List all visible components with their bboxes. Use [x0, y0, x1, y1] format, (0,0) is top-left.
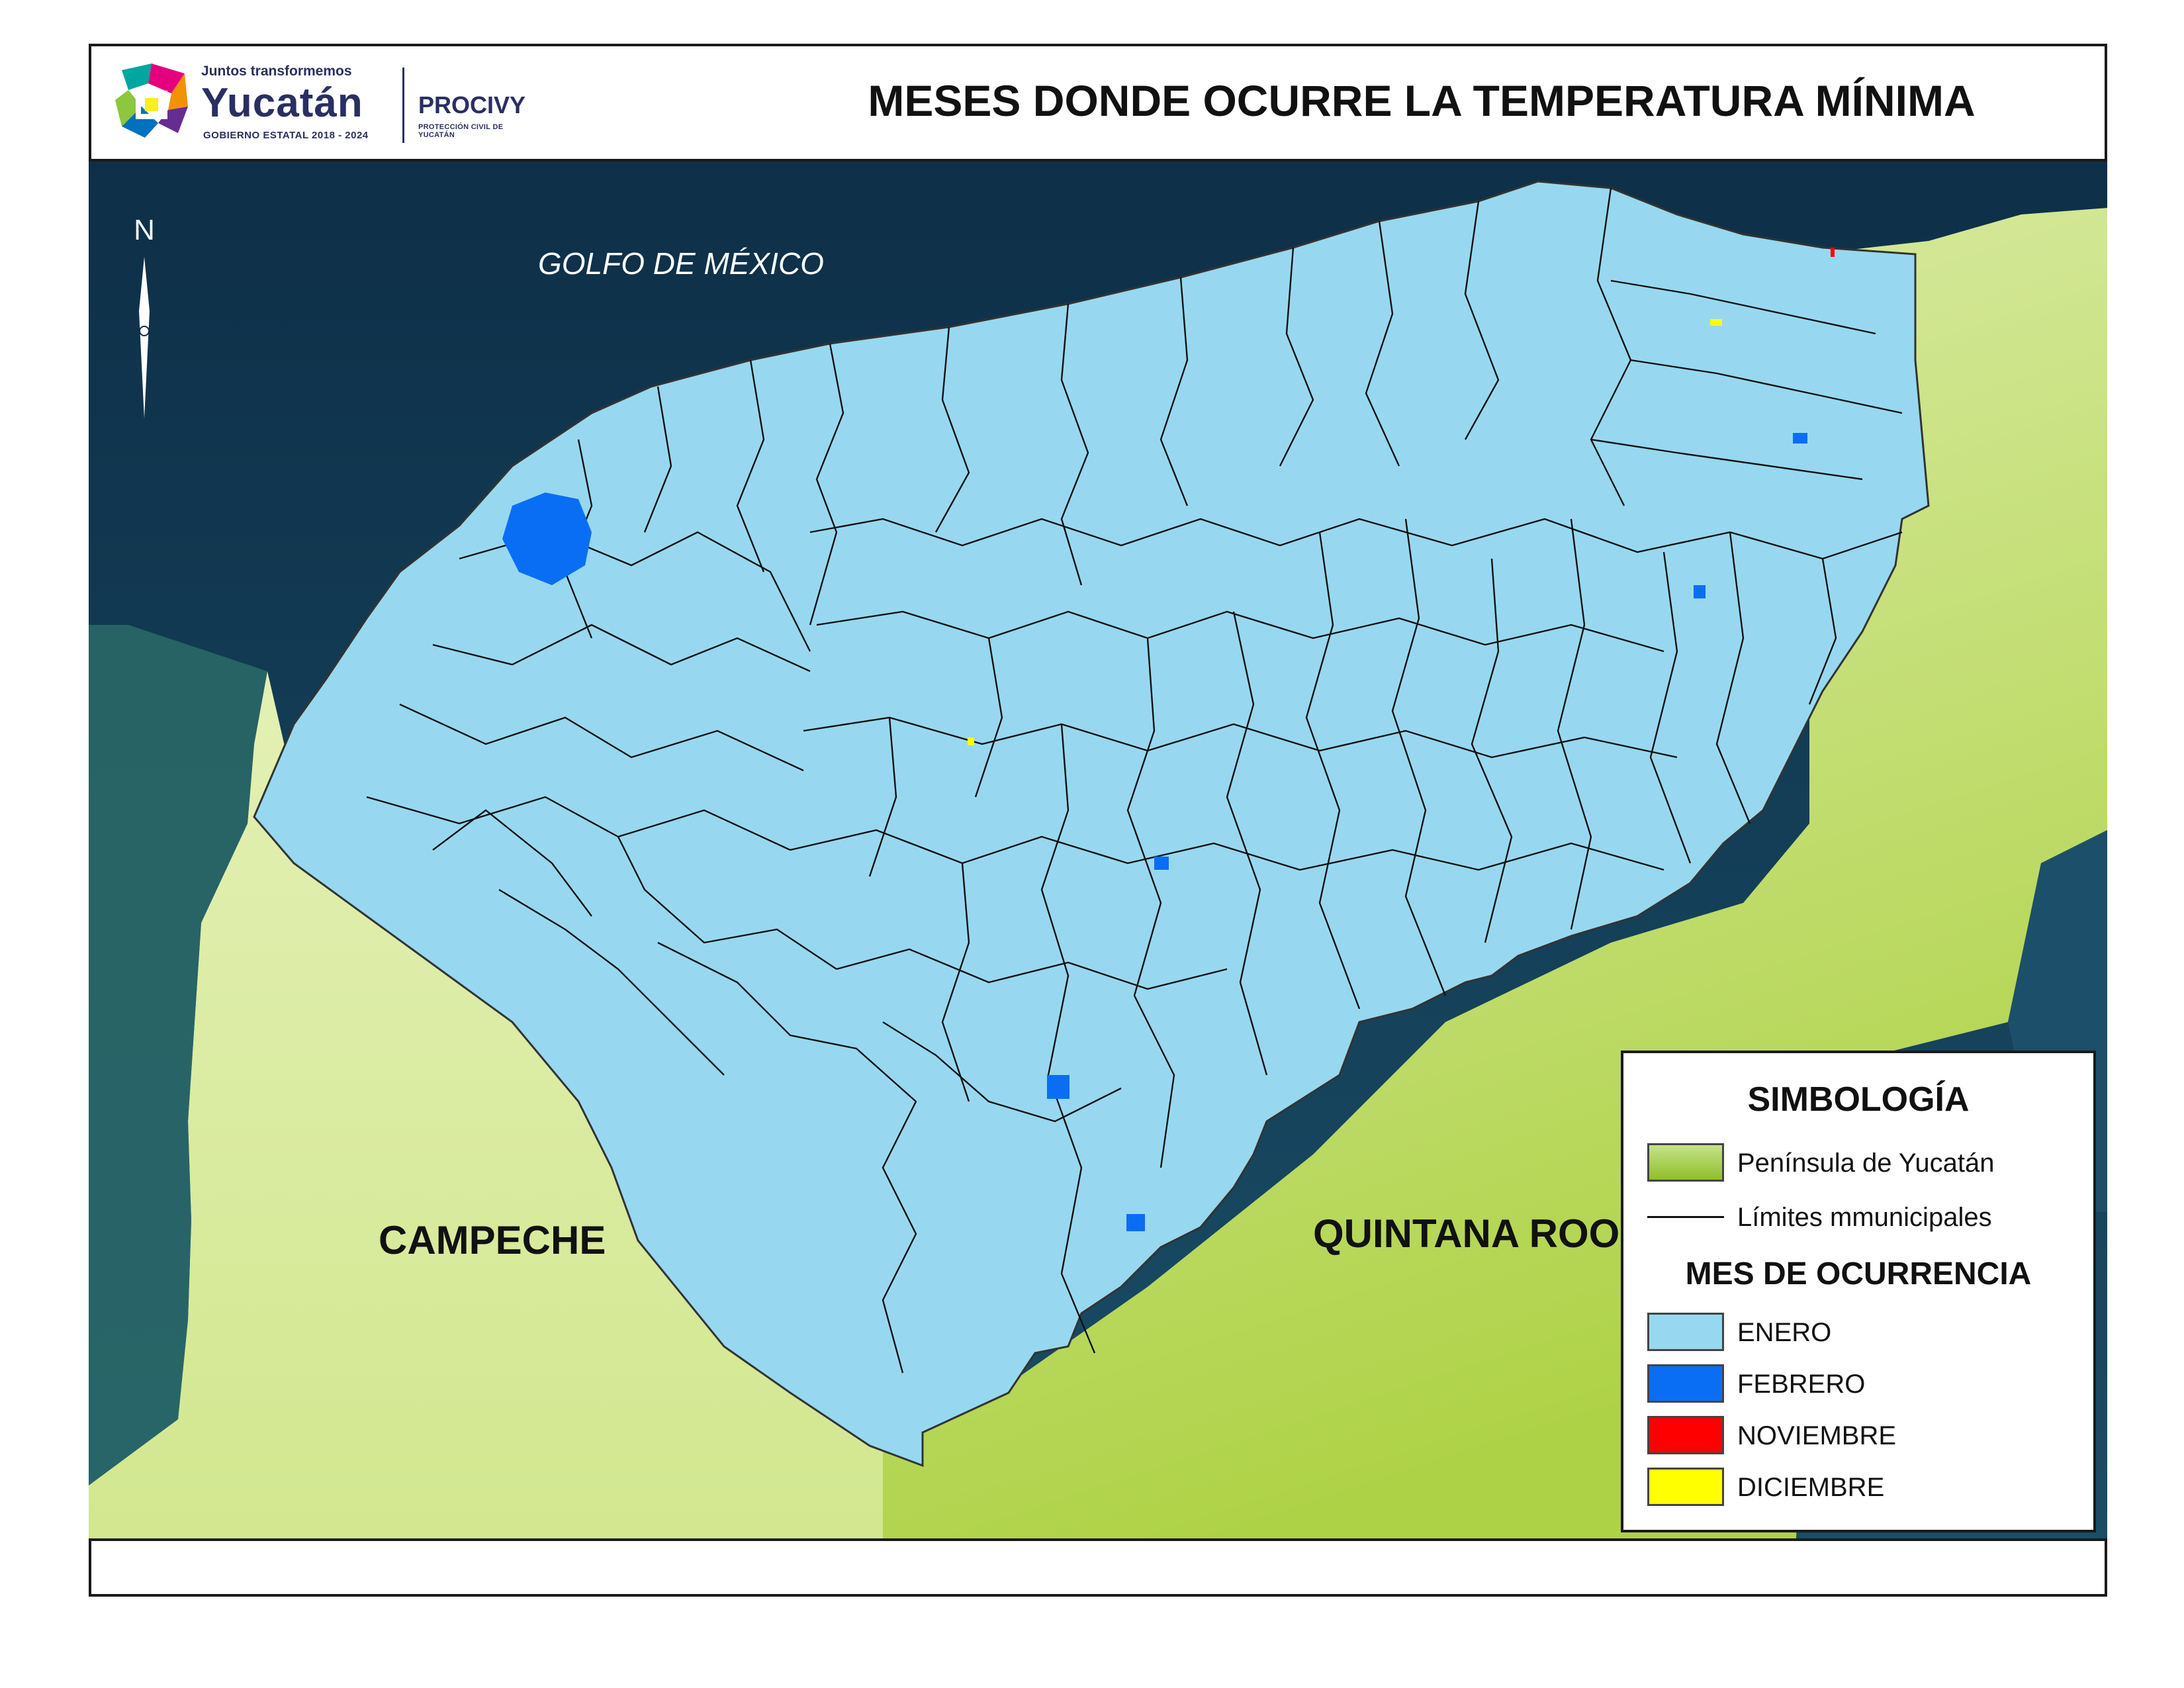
legend-label: FEBRERO	[1737, 1370, 1866, 1399]
quintana-roo-label: QUINTANA ROO	[1313, 1211, 1619, 1256]
map-title: MESES DONDE OCURRE LA TEMPERATURA MÍNIMA	[868, 76, 1976, 125]
agency-full-name: PROTECCIÓN CIVIL DE YUCATÁN	[418, 123, 504, 139]
legend-title: SIMBOLOGÍA	[1747, 1080, 1970, 1119]
north-arrow-icon	[139, 257, 150, 418]
municipal-boundaries	[366, 187, 1903, 1374]
legend-swatch-diciembre	[1647, 1468, 1724, 1506]
legend-swatch-febrero	[1647, 1364, 1724, 1403]
legend-item-enero: ENERO	[1647, 1313, 2084, 1352]
legend-label: ENERO	[1737, 1318, 1832, 1347]
yucatan-state	[253, 180, 1930, 1468]
legend-label: NOVIEMBRE	[1737, 1421, 1897, 1450]
legend-label: DICIEMBRE	[1737, 1473, 1885, 1502]
legend-item-limits: Límites mmunicipales	[1647, 1197, 2084, 1237]
febrero-patch-2	[1793, 433, 1807, 444]
noviembre-patch	[1831, 248, 1835, 257]
agency-name: PROCIVY	[418, 91, 526, 118]
header: Juntos transformemos Yucatán GOBIERNO ES…	[89, 44, 2107, 162]
legend-swatch-noviembre	[1647, 1416, 1724, 1454]
febrero-patch-4	[1154, 857, 1169, 870]
logo-state-name: Yucatán	[201, 80, 363, 126]
febrero-patches	[502, 433, 1807, 1231]
logo-divider	[402, 68, 404, 143]
government-logo: Juntos transformemos Yucatán GOBIERNO ES…	[109, 57, 532, 150]
febrero-patch-3	[1694, 585, 1706, 598]
logo-government: GOBIERNO ESTATAL 2018 - 2024	[203, 130, 369, 141]
north-label: N	[134, 214, 155, 246]
legend-subtitle: MES DE OCURRENCIA	[1685, 1256, 2032, 1291]
febrero-patch-5	[1047, 1075, 1069, 1099]
campeche-coast	[89, 625, 267, 1485]
logo-emblem-icon	[115, 64, 188, 138]
legend-label: Península de Yucatán	[1737, 1149, 1995, 1178]
febrero-patch-6	[1126, 1214, 1145, 1231]
legend-swatch-peninsula	[1647, 1143, 1724, 1182]
legend-item-noviembre: NOVIEMBRE	[1647, 1416, 2084, 1456]
legend-item-peninsula: Península de Yucatán	[1647, 1143, 2084, 1183]
campeche-label: CAMPECHE	[379, 1218, 606, 1262]
legend-item-febrero: FEBRERO	[1647, 1364, 2084, 1404]
legend: SIMBOLOGÍA Península de Yucatán Límites …	[1621, 1051, 2096, 1532]
gulf-label: GOLFO DE MÉXICO	[538, 246, 824, 281]
diciembre-patch-1	[1710, 319, 1722, 326]
legend-swatch-enero	[1647, 1313, 1724, 1351]
febrero-patch-merida	[502, 492, 592, 585]
logo-tagline: Juntos transformemos	[201, 64, 352, 79]
footer-strip	[89, 1538, 2107, 1597]
legend-item-diciembre: DICIEMBRE	[1647, 1468, 2084, 1507]
legend-line-symbol	[1647, 1216, 1724, 1218]
diciembre-patch-2	[968, 737, 974, 745]
legend-label: Límites mmunicipales	[1737, 1203, 1992, 1232]
